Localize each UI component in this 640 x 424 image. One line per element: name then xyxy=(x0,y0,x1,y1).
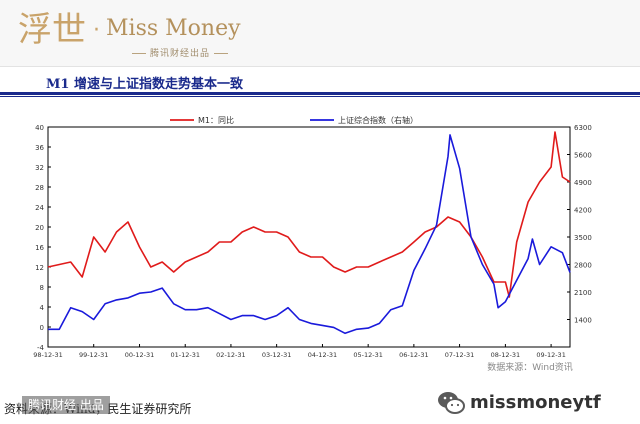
x-tick-label: 06-12-31 xyxy=(399,351,429,359)
x-tick-label: 01-12-31 xyxy=(170,351,200,359)
left-tick-label: 40 xyxy=(35,124,44,132)
right-tick-label: 4900 xyxy=(574,179,592,187)
left-tick-label: 32 xyxy=(35,164,44,172)
x-tick-label: 99-12-31 xyxy=(79,351,109,359)
title-rule-thin xyxy=(0,96,640,97)
tencent-finance-tag: 腾讯财经 出品 xyxy=(22,396,110,414)
brand-seal-logo: 浮世 xyxy=(18,10,86,50)
brand-header: 浮世 · Miss Money 腾讯财经出品 xyxy=(0,0,640,67)
left-tick-label: 16 xyxy=(35,244,44,252)
left-tick-label: 24 xyxy=(35,204,44,212)
legend: M1：同比 上证综合指数（右轴） xyxy=(170,115,418,125)
right-axis: 1400 2100 2800 3500 4200 4900 5600 6300 xyxy=(567,124,592,325)
left-tick-label: 36 xyxy=(35,144,44,152)
chart-frame xyxy=(47,126,571,348)
x-tick-label: 98-12-31 xyxy=(33,351,63,359)
brand-name: Miss Money xyxy=(106,16,241,41)
x-tick-label: 07-12-31 xyxy=(445,351,475,359)
wechat-icon xyxy=(438,392,465,414)
legend-label-shanghai-index: 上证综合指数（右轴） xyxy=(338,115,418,125)
right-tick-label: 3500 xyxy=(574,234,592,242)
x-tick-label: 08-12-31 xyxy=(491,351,521,359)
page-title: M1 增速与上证指数走势基本一致 xyxy=(46,77,243,92)
x-tick-label: 02-12-31 xyxy=(216,351,246,359)
right-tick-label: 6300 xyxy=(574,124,592,132)
series-layer xyxy=(47,131,571,335)
m1-vs-shanghai-index-chart: -4 0 4 8 12 16 20 24 28 32 36 40 1400 2100 2800 3500 42… xyxy=(33,115,592,373)
x-axis: 98-12-31 99-12-31 00-12-31 01-12-31 02-12-31… xyxy=(33,344,566,359)
title-rule xyxy=(0,92,640,95)
left-tick-label: 28 xyxy=(35,184,44,192)
x-tick-label: 03-12-31 xyxy=(262,351,292,359)
right-tick-label: 2100 xyxy=(574,289,592,297)
wechat-handle: missmoneytf xyxy=(470,392,601,413)
left-tick-label: -4 xyxy=(37,344,45,352)
x-tick-label: 09-12-31 xyxy=(536,351,566,359)
left-tick-label: 4 xyxy=(40,304,45,312)
left-tick-label: 8 xyxy=(40,284,44,292)
x-tick-label: 04-12-31 xyxy=(308,351,338,359)
chart-source-label: 数据来源：Wind资讯 xyxy=(487,361,573,373)
right-tick-label: 4200 xyxy=(574,207,592,215)
brand-subtitle: 腾讯财经出品 xyxy=(128,46,232,59)
title-bar xyxy=(0,70,640,92)
x-tick-label: 00-12-31 xyxy=(125,351,155,359)
right-tick-label: 1400 xyxy=(574,317,592,325)
m1-yoy-line xyxy=(47,131,571,298)
shanghai-index-line xyxy=(48,134,571,335)
legend-label-m1: M1：同比 xyxy=(198,115,234,125)
right-tick-label: 2800 xyxy=(574,262,592,270)
left-tick-label: 20 xyxy=(35,224,44,232)
left-axis: -4 0 4 8 12 16 20 24 28 32 36 40 xyxy=(35,124,51,352)
left-tick-label: 12 xyxy=(35,264,44,272)
brand-separator-dot: · xyxy=(93,18,100,43)
x-tick-label: 05-12-31 xyxy=(353,351,383,359)
right-tick-label: 5600 xyxy=(574,152,592,160)
left-tick-label: 0 xyxy=(40,324,44,332)
